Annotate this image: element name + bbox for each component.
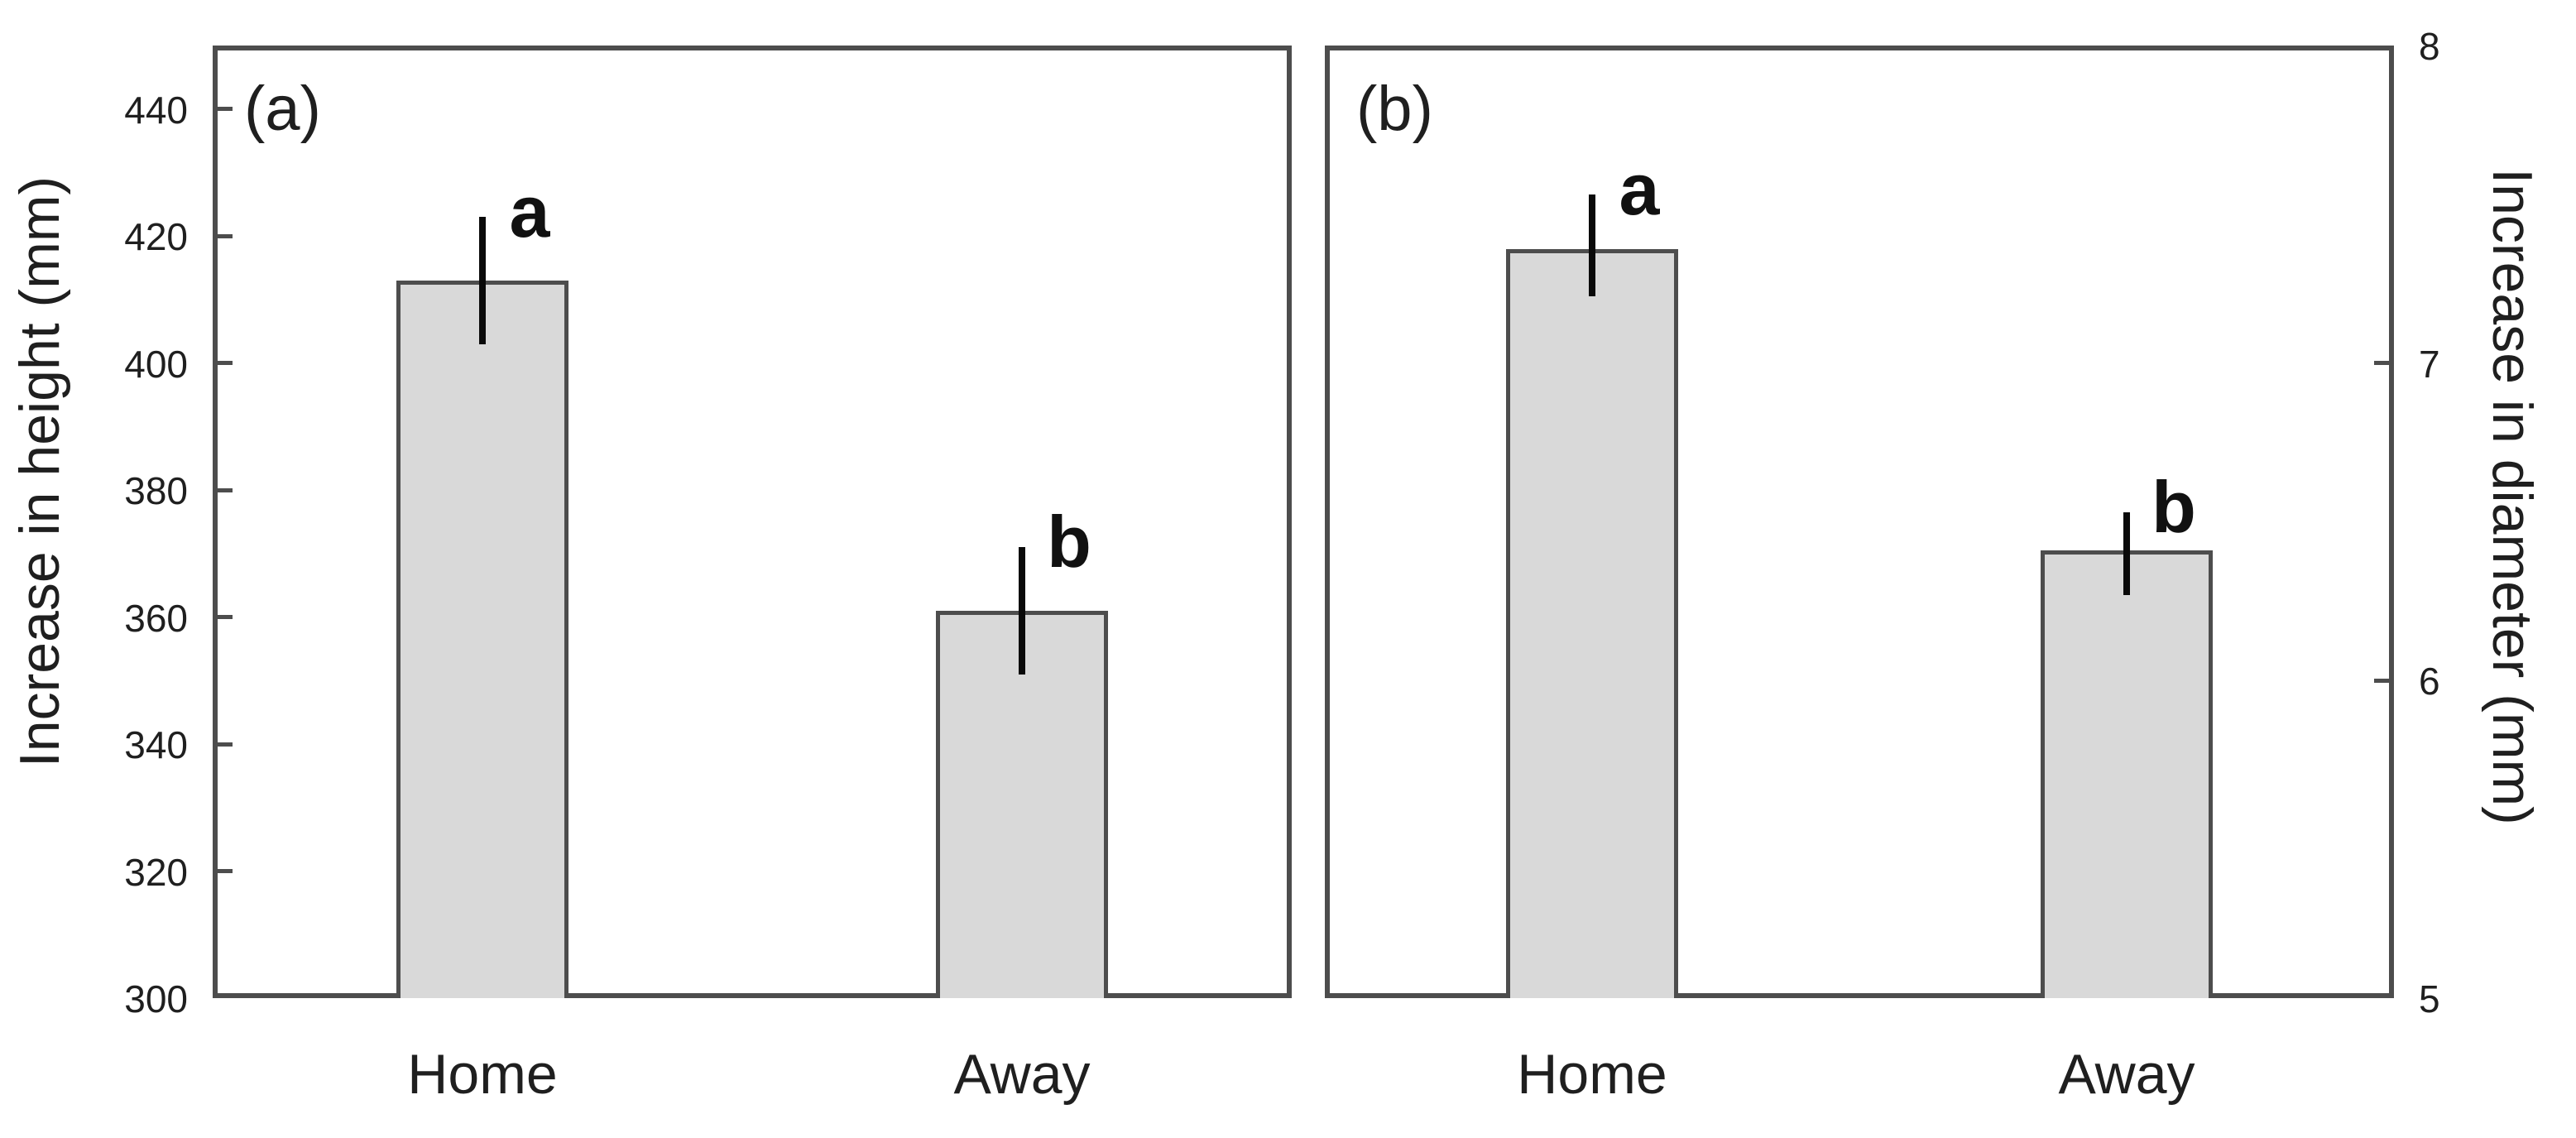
y-tick-label: 5 [2419, 977, 2440, 1020]
y-tick-mark [2374, 361, 2389, 365]
x-category-label-home: Home [1517, 1043, 1667, 1106]
error-bar-away [1019, 547, 1025, 675]
y-tick-mark [2374, 679, 2389, 683]
error-bar-home [1589, 194, 1595, 296]
y-tick-label: 6 [2419, 660, 2440, 703]
significance-letter: b [1047, 501, 1091, 583]
panel-label: (a) [244, 74, 321, 144]
error-bar-home [479, 217, 486, 344]
y-tick-label: 7 [2419, 343, 2440, 386]
y-tick-label: 440 [124, 89, 188, 132]
y-tick-mark [218, 107, 233, 111]
y-tick-mark [218, 742, 233, 747]
bar-home [1506, 249, 1678, 998]
y-tick-label: 340 [124, 723, 188, 766]
plot-area-a [213, 46, 1292, 998]
y-tick-label: 8 [2419, 25, 2440, 68]
bar-home [396, 281, 568, 998]
y-tick-mark [218, 615, 233, 619]
y-tick-mark [218, 488, 233, 492]
y-tick-label: 300 [124, 977, 188, 1020]
y-tick-label: 420 [124, 215, 188, 258]
y-axis-title-left: Increase in height (mm) [8, 175, 71, 768]
y-tick-label: 320 [124, 851, 188, 894]
y-tick-label: 400 [124, 343, 188, 386]
x-category-label-home: Home [407, 1043, 558, 1106]
y-axis-title-right: Increase in diameter (mm) [2481, 168, 2544, 825]
y-tick-mark [218, 869, 233, 873]
x-category-label-away: Away [2058, 1043, 2195, 1106]
significance-letter: b [2151, 466, 2196, 548]
plot-area-b [1325, 46, 2394, 998]
x-category-label-away: Away [953, 1043, 1091, 1106]
error-bar-away [2123, 512, 2130, 595]
y-tick-mark [218, 361, 233, 365]
y-tick-mark [218, 234, 233, 238]
bar-away [2041, 550, 2213, 998]
y-tick-label: 360 [124, 597, 188, 640]
significance-letter: a [1619, 148, 1660, 230]
panel-label: (b) [1356, 74, 1433, 144]
y-tick-label: 380 [124, 469, 188, 512]
significance-letter: a [509, 170, 550, 252]
